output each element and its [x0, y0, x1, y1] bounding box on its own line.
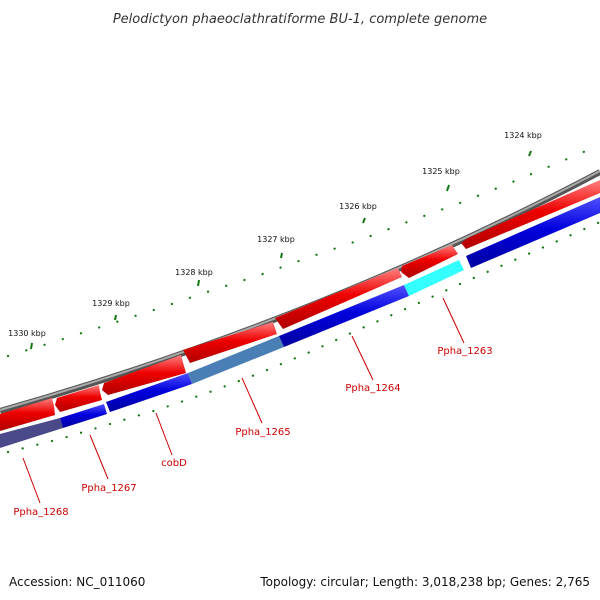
- tick-mark: [197, 279, 200, 287]
- reverse-strand: [0, 197, 600, 448]
- gene-label: cobD: [161, 458, 187, 469]
- forward-strand: [0, 180, 600, 431]
- accession-text: Accession: NC_011060: [9, 575, 145, 589]
- gene-arrow-forward: [401, 245, 458, 278]
- gene-label-lines: [22, 297, 465, 504]
- tick-mark: [30, 342, 33, 350]
- gene-block-reverse: [466, 197, 600, 268]
- gene-arrow-forward: [183, 322, 277, 363]
- gene-arrow-forward: [275, 268, 402, 329]
- gene-block-reverse: [188, 336, 284, 384]
- gene-connector: [155, 412, 173, 456]
- gene-connector: [89, 434, 109, 480]
- tick-labels: 1324 kbp 1325 kbp 1326 kbp 1327 kbp 1328…: [8, 131, 542, 338]
- gene-arrow-forward: [55, 385, 102, 412]
- gene-connector: [442, 297, 465, 344]
- tick-label: 1329 kbp: [92, 299, 130, 308]
- gene-arrow-forward: [0, 398, 55, 431]
- gene-labels: Ppha_1263 Ppha_1264 Ppha_1265 cobD Ppha_…: [13, 346, 492, 518]
- tick-label: 1326 kbp: [339, 202, 377, 211]
- gene-label: Ppha_1264: [345, 383, 400, 394]
- tick-label: 1324 kbp: [504, 131, 542, 140]
- tick-mark: [114, 314, 117, 321]
- inner-tick-dots: [6, 220, 600, 454]
- gene-arrow-forward: [461, 180, 600, 249]
- tick-label: 1330 kbp: [8, 329, 46, 338]
- gene-block-reverse: [279, 285, 409, 347]
- tick-label: 1325 kbp: [422, 167, 460, 176]
- tick-mark: [446, 184, 450, 192]
- gene-connector: [351, 335, 374, 381]
- map-title: Pelodictyon phaeoclathratiforme BU-1, co…: [113, 12, 487, 27]
- tick-label: 1328 kbp: [175, 268, 213, 277]
- gene-connector: [241, 377, 263, 424]
- genome-backbone-highlight: [0, 170, 600, 411]
- gene-label: Ppha_1268: [13, 507, 68, 518]
- genome-backbone: [0, 169, 600, 414]
- tick-mark: [528, 150, 532, 157]
- tick-label: 1327 kbp: [257, 235, 295, 244]
- gene-connector: [22, 457, 41, 504]
- gene-block-reverse: [404, 260, 464, 296]
- topology-text: Topology: circular; Length: 3,018,238 bp…: [259, 575, 590, 589]
- gene-label: Ppha_1265: [235, 427, 290, 438]
- tick-mark: [280, 252, 283, 259]
- gene-block-reverse: [60, 404, 107, 428]
- gene-block-reverse: [106, 373, 192, 412]
- gene-label: Ppha_1267: [81, 483, 136, 494]
- gene-label: Ppha_1263: [437, 346, 492, 357]
- gene-arrow-forward: [102, 355, 186, 395]
- gene-block-reverse: [0, 418, 63, 448]
- tick-mark: [362, 217, 366, 224]
- tick-track: [6, 143, 600, 358]
